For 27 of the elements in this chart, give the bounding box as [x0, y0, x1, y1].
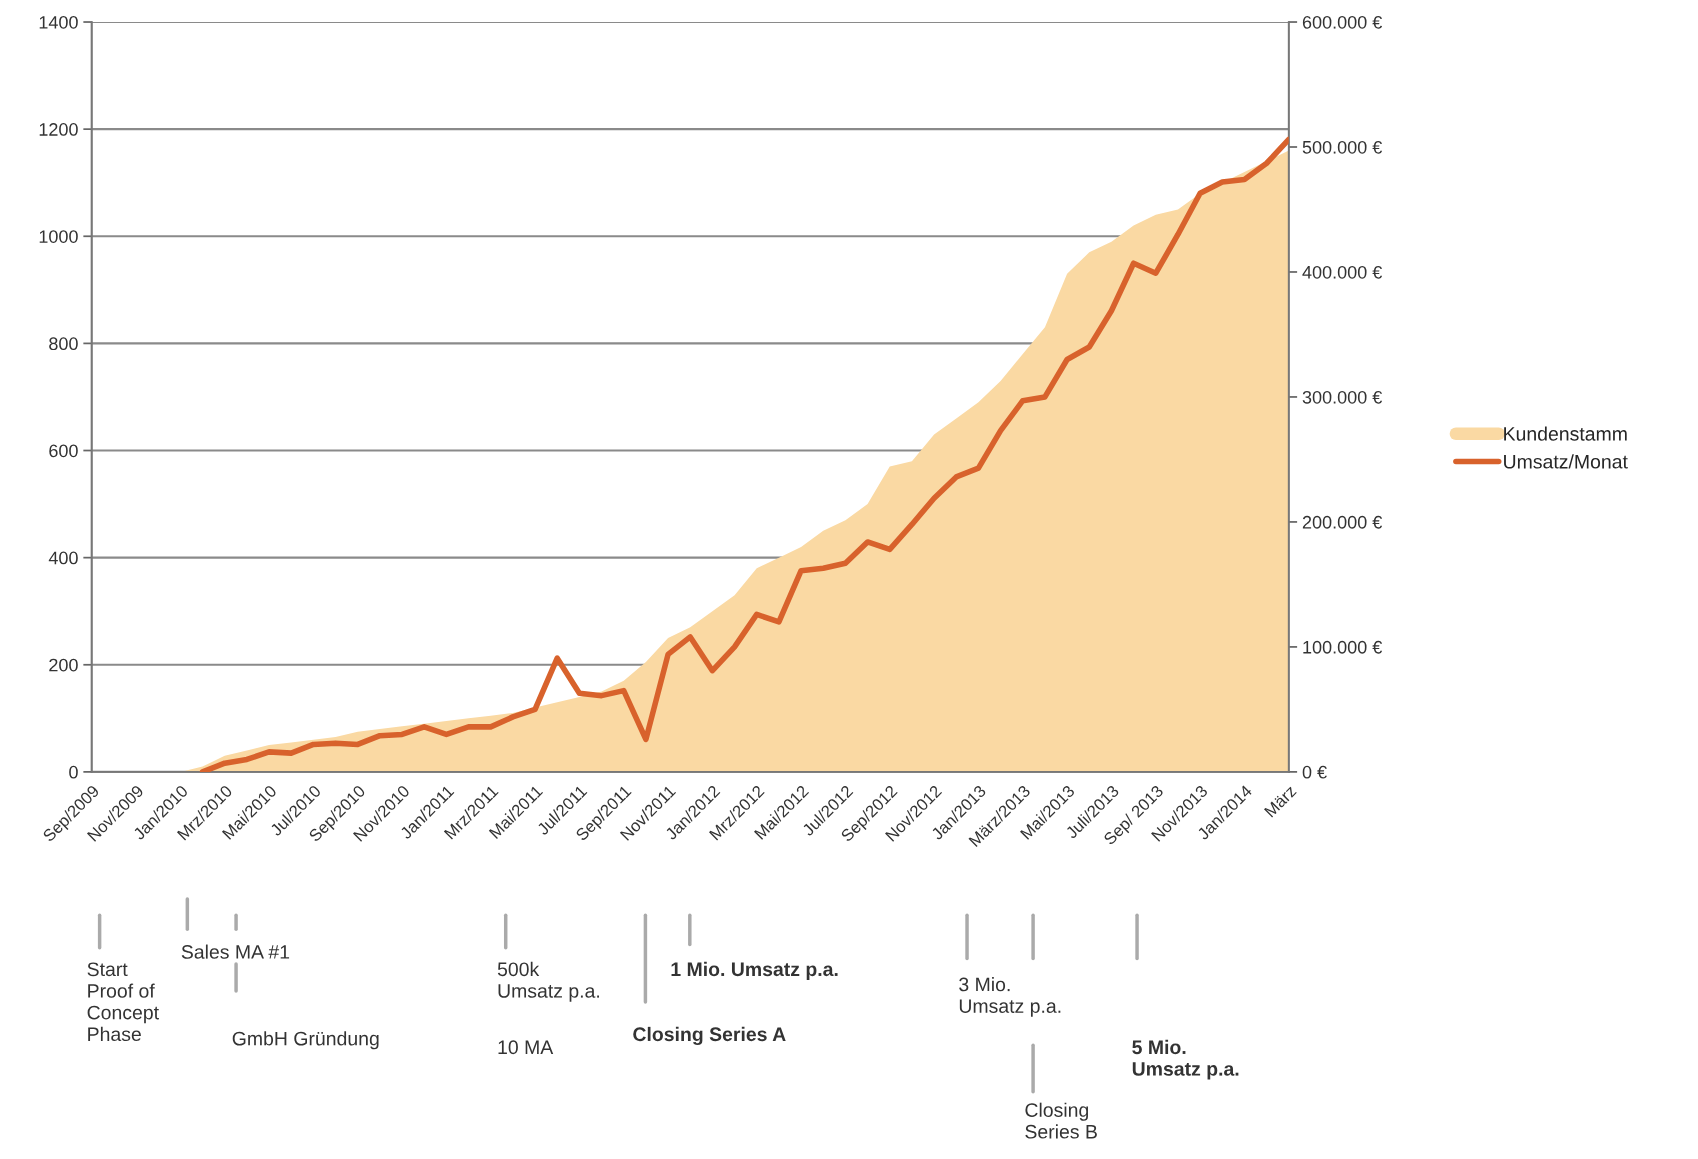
y2-tick-label: 600.000 € [1302, 15, 1383, 29]
y2-tick-label: 300.000 € [1302, 390, 1383, 404]
legend-label: Umsatz/Monat [1504, 454, 1628, 469]
text: 5 Mio. Umsatz p.a. [1132, 1039, 1239, 1080]
y-tick-label: 800 [49, 337, 78, 351]
y-tick-label: 0 [69, 765, 78, 779]
text: Start Proof of Concept Phase [87, 962, 159, 1042]
y-tick-label: 600 [49, 444, 78, 458]
text: GmbH Gründung [232, 1031, 379, 1050]
y2-tick-label: 200.000 € [1302, 515, 1383, 529]
y2-tick-label: 400.000 € [1302, 265, 1383, 279]
y-tick-label: 1000 [39, 230, 78, 243]
y-tick-label: 1400 [39, 15, 78, 29]
text: 500k Umsatz p.a. [497, 961, 600, 1002]
text: 3 Mio. Umsatz p.a. [959, 977, 1061, 1017]
y-tick-label: 200 [49, 658, 78, 672]
legend-label: Kundenstamm [1504, 426, 1627, 441]
text: 10 MA [498, 1040, 554, 1055]
y-tick-label: 400 [48, 551, 78, 565]
text: Closing Series B [1025, 1102, 1097, 1139]
y2-tick-label: 0 € [1302, 765, 1327, 779]
y2-tick-label: 100.000 € [1303, 640, 1383, 654]
y2-tick-label: 500.000 € [1302, 140, 1383, 154]
text: Sales MA #1 [181, 944, 290, 959]
y-tick-label: 1200 [39, 123, 78, 136]
text: 1 Mio. Umsatz p.a. [671, 961, 838, 980]
text: Closing Series A [633, 1026, 786, 1046]
